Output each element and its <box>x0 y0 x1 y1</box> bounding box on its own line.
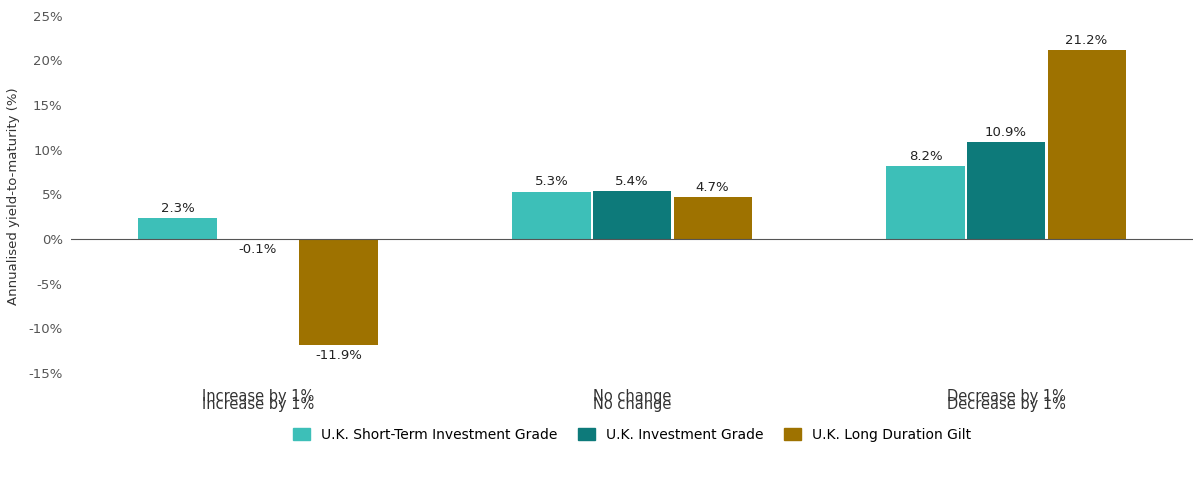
Text: No change: No change <box>593 397 671 412</box>
Text: 5.3%: 5.3% <box>534 176 569 189</box>
Text: No change: No change <box>593 389 671 404</box>
Text: Decrease by 1%: Decrease by 1% <box>947 389 1066 404</box>
Bar <box>673 197 751 239</box>
Bar <box>300 239 378 345</box>
Text: 4.7%: 4.7% <box>696 181 730 194</box>
Bar <box>1048 50 1126 239</box>
Legend: U.K. Short-Term Investment Grade, U.K. Investment Grade, U.K. Long Duration Gilt: U.K. Short-Term Investment Grade, U.K. I… <box>288 422 977 447</box>
Text: 21.2%: 21.2% <box>1066 34 1108 47</box>
Bar <box>887 166 965 239</box>
Text: -0.1%: -0.1% <box>239 244 277 256</box>
Text: -11.9%: -11.9% <box>316 348 362 362</box>
Bar <box>512 192 590 239</box>
Text: 5.4%: 5.4% <box>616 175 649 188</box>
Bar <box>967 142 1045 239</box>
Text: Increase by 1%: Increase by 1% <box>202 397 314 412</box>
Text: 10.9%: 10.9% <box>985 126 1027 139</box>
Bar <box>218 239 298 240</box>
Bar <box>593 191 671 239</box>
Text: 2.3%: 2.3% <box>161 202 194 215</box>
Text: Decrease by 1%: Decrease by 1% <box>947 397 1066 412</box>
Y-axis label: Annualised yield-to-maturity (%): Annualised yield-to-maturity (%) <box>7 88 20 305</box>
Text: Increase by 1%: Increase by 1% <box>202 389 314 404</box>
Text: 8.2%: 8.2% <box>908 149 942 163</box>
Bar <box>138 218 216 239</box>
